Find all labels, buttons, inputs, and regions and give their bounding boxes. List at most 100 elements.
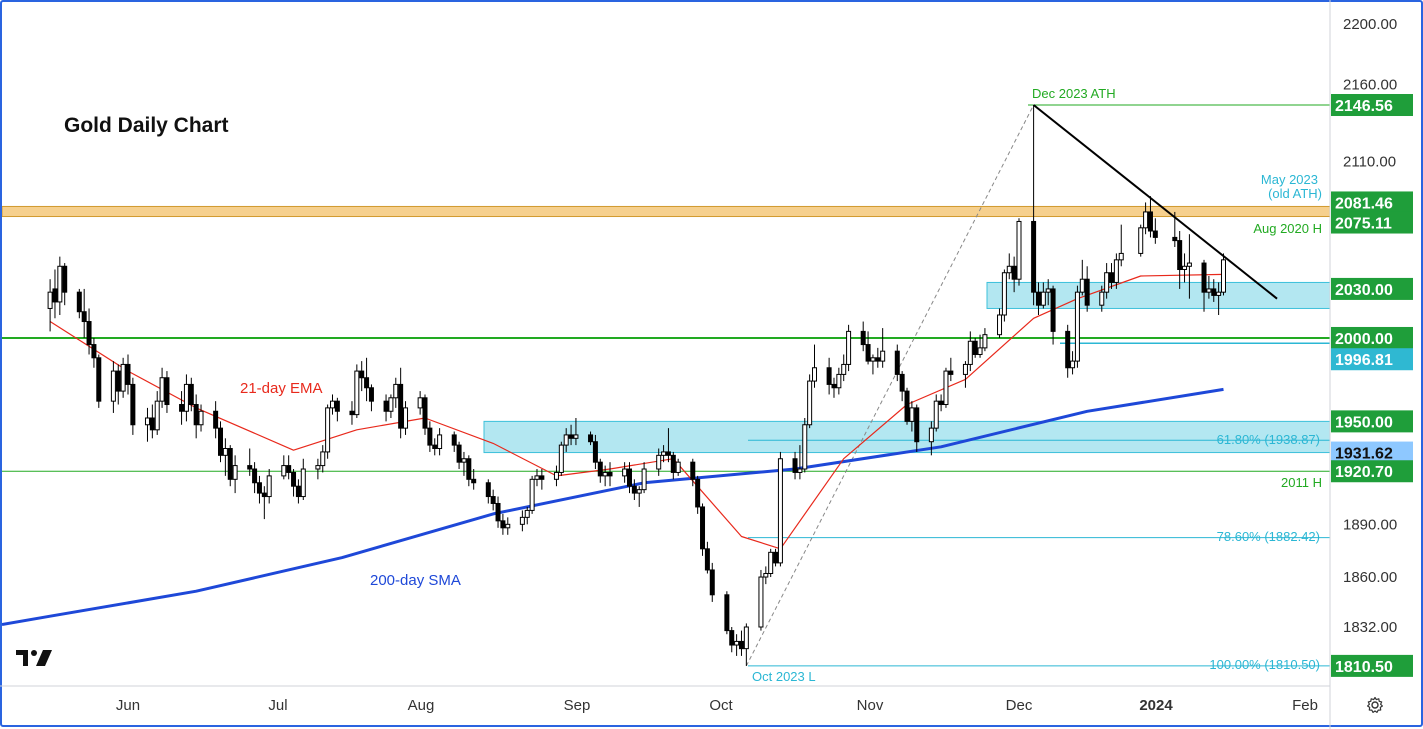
candle[interactable] (553, 465, 559, 487)
candle[interactable] (997, 308, 1003, 338)
candle[interactable] (349, 401, 355, 425)
candle[interactable] (539, 469, 545, 490)
candle[interactable] (218, 421, 224, 463)
candle[interactable] (495, 496, 501, 528)
time-axis[interactable]: Jun Jul Aug Sep Oct Nov Dec 2024 Feb (116, 697, 1318, 714)
candle[interactable] (398, 367, 404, 439)
candle[interactable] (665, 428, 671, 463)
candle[interactable] (1079, 259, 1085, 296)
candle[interactable] (198, 404, 204, 432)
candle[interactable] (738, 630, 744, 656)
candle[interactable] (1035, 282, 1041, 315)
candle[interactable] (86, 308, 92, 355)
candle[interactable] (933, 394, 939, 432)
candle[interactable] (743, 623, 749, 666)
candle[interactable] (261, 486, 267, 520)
candle[interactable] (417, 391, 423, 415)
candle[interactable] (807, 374, 813, 429)
candle[interactable] (792, 451, 798, 480)
candle[interactable] (154, 391, 160, 435)
candle[interactable] (524, 506, 530, 525)
candle[interactable] (948, 357, 954, 382)
candle[interactable] (631, 479, 637, 501)
candle[interactable] (836, 367, 842, 395)
candle[interactable] (188, 377, 194, 412)
candle[interactable] (1177, 231, 1183, 289)
candle[interactable] (252, 462, 258, 494)
candle[interactable] (47, 279, 53, 332)
candle[interactable] (695, 475, 701, 514)
candle[interactable] (1109, 263, 1115, 289)
candle[interactable] (291, 469, 297, 497)
candle[interactable] (456, 441, 462, 470)
candle[interactable] (368, 384, 374, 412)
candle[interactable] (758, 569, 764, 631)
candle[interactable] (1006, 253, 1012, 280)
candle[interactable] (899, 371, 905, 402)
candle[interactable] (865, 331, 871, 365)
candle[interactable] (1016, 218, 1022, 286)
candle[interactable] (607, 462, 613, 487)
candle[interactable] (320, 445, 326, 473)
candle[interactable] (909, 401, 915, 432)
candle[interactable] (490, 489, 496, 511)
candle[interactable] (222, 438, 228, 476)
candle[interactable] (81, 288, 87, 338)
candle[interactable] (704, 541, 710, 574)
candle[interactable] (626, 462, 632, 494)
candle[interactable] (164, 371, 170, 413)
candle[interactable] (466, 455, 472, 487)
candle[interactable] (597, 458, 603, 483)
candle[interactable] (529, 475, 535, 514)
candle[interactable] (485, 479, 491, 504)
candle[interactable] (281, 455, 287, 480)
candle[interactable] (315, 458, 321, 480)
candle[interactable] (388, 394, 394, 418)
candle[interactable] (656, 448, 662, 476)
candle[interactable] (213, 401, 219, 439)
candle[interactable] (700, 503, 706, 556)
candle[interactable] (1099, 285, 1105, 312)
candle[interactable] (568, 424, 574, 446)
candle[interactable] (777, 451, 783, 567)
candle[interactable] (641, 462, 647, 494)
candle[interactable] (120, 357, 126, 398)
candle[interactable] (972, 337, 978, 358)
candle[interactable] (880, 328, 886, 368)
candle[interactable] (461, 451, 467, 476)
candle[interactable] (437, 428, 443, 456)
candle[interactable] (1138, 224, 1144, 257)
candle[interactable] (1070, 351, 1076, 375)
candle[interactable] (534, 469, 540, 487)
candle[interactable] (227, 445, 233, 487)
candle[interactable] (505, 517, 511, 535)
candle[interactable] (943, 367, 949, 408)
candle[interactable] (1220, 253, 1226, 296)
candle[interactable] (334, 397, 340, 422)
candle[interactable] (802, 417, 808, 473)
candle[interactable] (1011, 256, 1017, 293)
candle[interactable] (500, 513, 506, 535)
candle[interactable] (875, 347, 881, 368)
candle[interactable] (52, 269, 58, 319)
candle[interactable] (266, 469, 272, 504)
candle[interactable] (159, 367, 165, 408)
candle[interactable] (729, 627, 735, 653)
candle[interactable] (364, 357, 370, 402)
resistance-trendline[interactable] (1032, 104, 1278, 300)
candle[interactable] (1152, 218, 1158, 244)
candle[interactable] (519, 510, 525, 532)
candle[interactable] (57, 256, 63, 315)
candle[interactable] (928, 421, 934, 456)
candle[interactable] (451, 431, 457, 452)
candle[interactable] (403, 401, 409, 435)
candle[interactable] (763, 566, 769, 585)
candle[interactable] (1113, 253, 1119, 289)
candle[interactable] (860, 321, 866, 352)
candle[interactable] (96, 354, 102, 408)
candle[interactable] (179, 391, 185, 425)
candle[interactable] (232, 455, 238, 494)
candle[interactable] (115, 364, 121, 405)
candle[interactable] (1031, 105, 1037, 306)
candle[interactable] (295, 479, 301, 504)
